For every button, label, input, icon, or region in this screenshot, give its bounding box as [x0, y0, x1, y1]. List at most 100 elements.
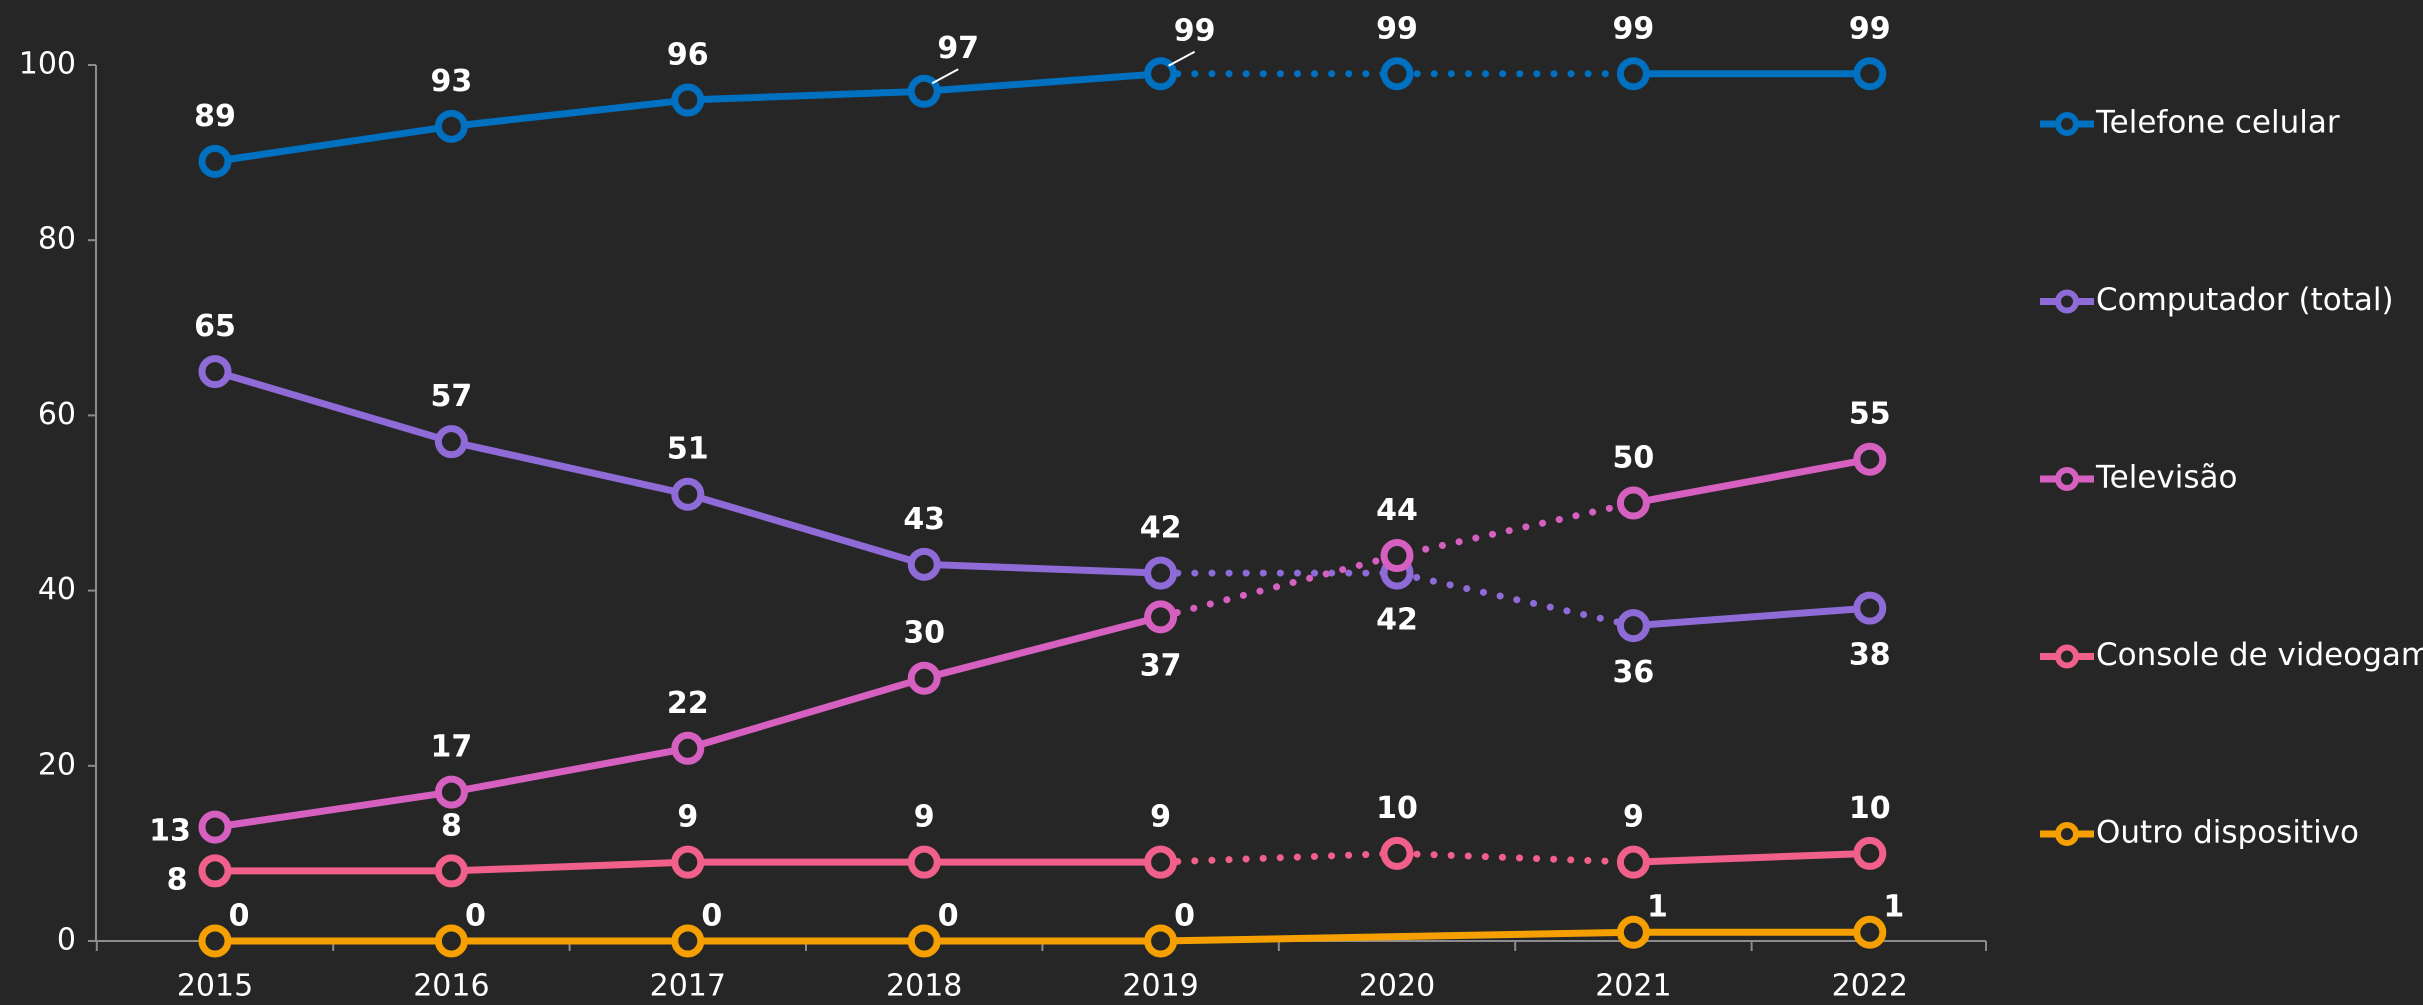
data-label: 9 — [1150, 800, 1171, 835]
x-tick-label: 2022 — [1832, 969, 1908, 1004]
data-label: 50 — [1613, 441, 1655, 476]
data-label: 99 — [1613, 11, 1655, 46]
data-label: 0 — [465, 899, 486, 934]
data-label: 44 — [1376, 493, 1418, 528]
data-label: 99 — [1174, 13, 1216, 48]
y-tick-label: 20 — [38, 747, 76, 782]
marker — [671, 83, 705, 117]
data-label: 99 — [1376, 11, 1418, 46]
data-label: 57 — [431, 379, 473, 414]
marker — [671, 477, 705, 511]
marker — [198, 924, 232, 958]
marker — [671, 731, 705, 765]
legend-label: Televisão — [2095, 460, 2238, 496]
data-label: 36 — [1613, 655, 1655, 690]
data-label: 13 — [149, 814, 191, 849]
y-tick-label: 0 — [57, 923, 76, 958]
marker — [198, 854, 232, 888]
y-tick-label: 100 — [19, 47, 76, 82]
marker — [1144, 845, 1178, 879]
marker — [1616, 845, 1650, 879]
marker — [671, 924, 705, 958]
marker — [434, 854, 468, 888]
legend-marker — [2055, 644, 2079, 669]
data-label: 42 — [1376, 603, 1418, 638]
data-label: 30 — [903, 616, 945, 651]
data-label: 17 — [431, 730, 473, 765]
marker — [434, 425, 468, 459]
line — [211, 928, 1874, 945]
y-tick-label: 40 — [38, 572, 76, 607]
data-label: 99 — [1849, 11, 1891, 46]
marker — [1380, 836, 1414, 870]
marker — [907, 924, 941, 958]
marker — [907, 547, 941, 581]
x-tick-label: 2020 — [1359, 969, 1435, 1004]
marker — [1616, 609, 1650, 643]
data-label: 0 — [701, 899, 722, 934]
data-label: 42 — [1140, 511, 1182, 546]
marker — [1853, 915, 1887, 949]
line — [1629, 849, 1874, 866]
data-label: 38 — [1849, 638, 1891, 673]
line — [1629, 604, 1874, 630]
data-label: 43 — [903, 502, 945, 537]
line — [1629, 455, 1874, 507]
x-tick-label: 2016 — [413, 969, 489, 1004]
data-label: 55 — [1849, 397, 1891, 432]
data-label: 0 — [229, 899, 250, 934]
marker — [907, 845, 941, 879]
data-label: 37 — [1140, 648, 1182, 683]
marker — [907, 74, 941, 108]
marker — [1616, 486, 1650, 520]
legend-label: Console de videogame — [2096, 637, 2423, 673]
y-tick-label: 60 — [38, 397, 76, 432]
marker — [434, 775, 468, 809]
data-label: 89 — [194, 99, 236, 134]
data-label: 65 — [194, 309, 236, 344]
data-label: 97 — [937, 31, 979, 66]
x-tick-label: 2018 — [886, 969, 962, 1004]
data-label: 93 — [431, 64, 473, 99]
data-label: 10 — [1849, 791, 1891, 826]
marker — [1616, 915, 1650, 949]
x-tick-label: 2019 — [1122, 969, 1198, 1004]
marker — [1144, 924, 1178, 958]
x-tick-label: 2017 — [650, 969, 726, 1004]
marker — [1853, 442, 1887, 476]
y-tick-label: 80 — [38, 222, 76, 257]
legend-label: Telefone celular — [2095, 105, 2340, 141]
legend-label: Computador (total) — [2096, 282, 2394, 318]
leader-line — [931, 68, 959, 85]
marker — [1144, 57, 1178, 91]
x-tick-label: 2015 — [177, 969, 253, 1004]
data-label: 96 — [667, 38, 709, 73]
marker — [198, 144, 232, 178]
marker — [198, 810, 232, 844]
data-label: 0 — [938, 899, 959, 934]
data-label: 9 — [914, 800, 935, 835]
marker — [1144, 556, 1178, 590]
legend-marker — [2055, 289, 2079, 314]
marker — [1144, 600, 1178, 634]
data-label: 22 — [667, 686, 709, 721]
data-label: 1 — [1647, 890, 1668, 925]
legend-marker — [2055, 467, 2079, 491]
marker — [671, 845, 705, 879]
data-label: 0 — [1174, 899, 1195, 934]
marker — [434, 924, 468, 958]
legend-label: Outro dispositivo — [2096, 815, 2359, 851]
data-label: 51 — [667, 432, 709, 467]
data-label: 1 — [1883, 890, 1904, 925]
marker — [1380, 539, 1414, 573]
marker — [434, 109, 468, 143]
marker — [1616, 57, 1650, 91]
marker — [198, 355, 232, 389]
data-label: 8 — [441, 808, 462, 843]
marker — [1853, 591, 1887, 625]
marker — [1853, 836, 1887, 870]
marker — [1853, 57, 1887, 91]
legend-marker — [2055, 822, 2079, 846]
